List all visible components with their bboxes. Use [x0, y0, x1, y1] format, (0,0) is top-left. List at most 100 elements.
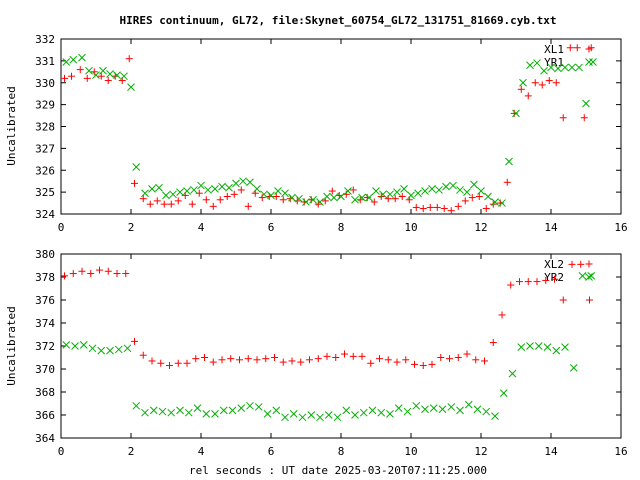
data-point [131, 337, 138, 345]
data-point [274, 187, 282, 195]
data-point [246, 401, 254, 410]
bottom-panel: 0 2 4 6 8 10 12 14 16 364 366 368 370 372 374 376 378 380… [5, 248, 628, 458]
data-point [132, 401, 141, 410]
data-point [333, 413, 342, 422]
data-point [166, 362, 173, 370]
data-point [323, 192, 331, 201]
data-point [575, 63, 583, 72]
data-point [83, 74, 91, 82]
data-point [225, 183, 233, 192]
data-point [113, 71, 121, 79]
data-point [552, 79, 560, 87]
data-point [351, 411, 359, 419]
data-point [393, 188, 401, 196]
data-point [482, 407, 491, 416]
data-point [552, 346, 561, 355]
y-tick-label: 368 [35, 386, 55, 399]
data-point [160, 200, 168, 208]
data-point [367, 359, 375, 367]
data-point [125, 55, 133, 63]
data-point [421, 187, 429, 195]
data-point [139, 351, 147, 359]
data-point [88, 344, 97, 353]
data-point [244, 202, 252, 210]
data-point [263, 409, 272, 418]
data-point [295, 194, 303, 203]
data-point [577, 260, 585, 268]
x-tick-label: 8 [338, 445, 345, 458]
data-point [526, 342, 534, 350]
data-point [148, 357, 156, 365]
data-point [449, 181, 457, 190]
data-point [92, 71, 100, 79]
data-point [302, 198, 310, 206]
data-point [218, 356, 226, 364]
data-point [421, 405, 429, 414]
x-tick-label: 10 [404, 445, 417, 458]
data-point [473, 405, 482, 414]
data-point [288, 193, 296, 202]
data-point [517, 343, 526, 352]
data-point [463, 188, 471, 196]
data-point [309, 195, 317, 204]
data-point [428, 360, 436, 368]
data-point [183, 359, 191, 367]
data-point [344, 187, 352, 195]
data-point [227, 355, 235, 363]
x-tick-label: 4 [198, 445, 205, 458]
data-point [97, 346, 106, 355]
data-point [519, 78, 527, 87]
data-point [324, 411, 333, 419]
data-point [470, 180, 478, 189]
data-point [79, 340, 88, 349]
data-point [412, 401, 421, 410]
data-point [358, 352, 366, 360]
data-point [491, 198, 499, 206]
data-point [162, 191, 170, 200]
data-point [258, 194, 266, 202]
data-point [491, 412, 499, 421]
data-point [289, 409, 298, 418]
y-tick-label: 370 [35, 363, 55, 376]
data-point [499, 389, 508, 398]
series-xl1 [61, 44, 595, 215]
data-point [342, 406, 351, 415]
data-point [533, 278, 541, 286]
data-point [244, 355, 252, 363]
x-tick-label: 12 [474, 445, 487, 458]
data-point [384, 356, 392, 364]
x-tick-label: 8 [338, 221, 345, 234]
data-point [176, 188, 184, 196]
legend-marker-yr2 [585, 273, 593, 281]
data-point [440, 205, 448, 213]
data-point [332, 354, 340, 361]
data-point [69, 55, 78, 64]
data-point [192, 355, 200, 363]
x-tick-label: 12 [474, 221, 487, 234]
data-point [307, 411, 316, 419]
data-point [349, 352, 357, 360]
data-point [561, 343, 569, 352]
data-point [547, 63, 555, 72]
y-tick-label: 324 [35, 208, 55, 221]
data-point [169, 190, 177, 199]
data-point [540, 66, 548, 75]
data-point [507, 281, 515, 289]
data-point [78, 267, 86, 275]
data-point [236, 356, 243, 364]
data-point [400, 184, 408, 193]
data-point [209, 358, 217, 366]
data-point [341, 350, 348, 358]
data-point [330, 193, 338, 202]
data-point [566, 44, 574, 52]
data-point [524, 278, 532, 286]
data-point [184, 408, 193, 417]
data-point [587, 44, 595, 52]
data-point [99, 66, 107, 75]
x-tick-label: 0 [58, 445, 65, 458]
data-point [508, 369, 517, 378]
x-axis-label: rel seconds : UT date 2025-03-20T07:11:2… [189, 464, 487, 477]
data-point [464, 400, 473, 409]
data-point [419, 205, 427, 213]
